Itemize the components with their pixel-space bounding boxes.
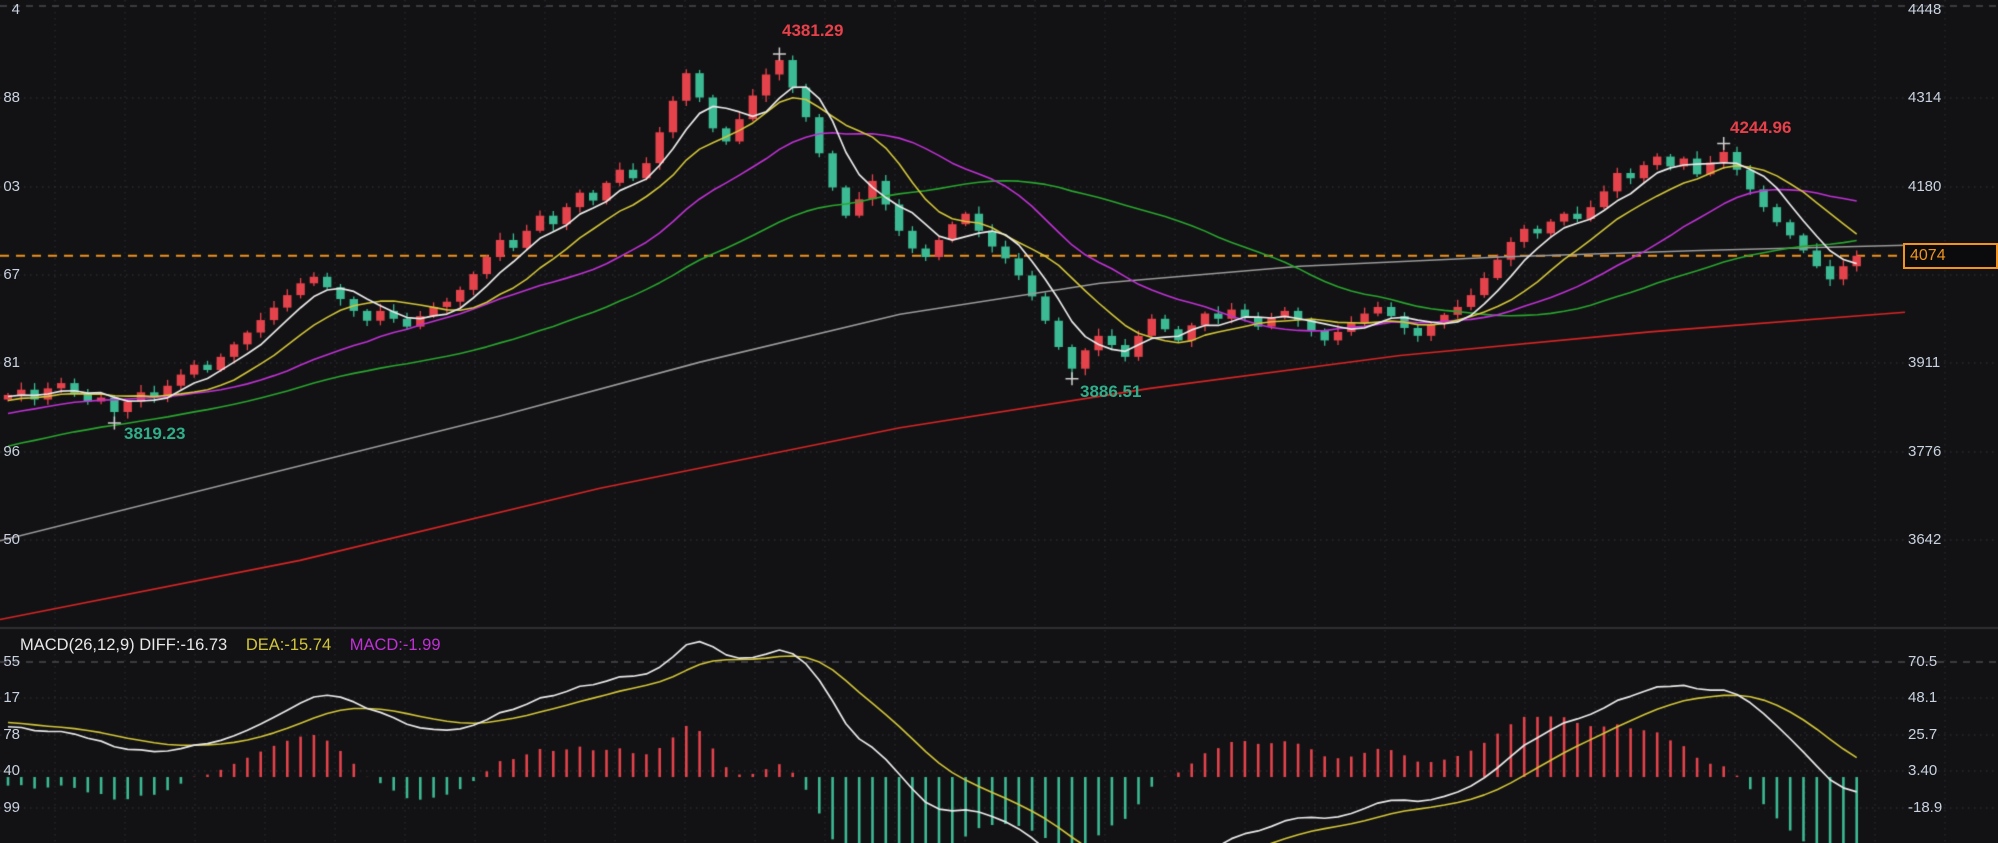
price-axis-label-left: 88: [3, 89, 20, 106]
macd-axis-label-right: -18.9: [1908, 799, 1943, 816]
macd-axis-label-right: 25.7: [1908, 726, 1938, 743]
price-axis-label-left: 4: [11, 1, 20, 18]
macd-axis-label-right: 3.40: [1908, 762, 1938, 779]
current-price-tag: 4074: [1903, 243, 1998, 269]
macd-axis-label-left: 17: [3, 689, 20, 706]
price-axis-label-right: 3642: [1908, 531, 1942, 548]
macd-axis-label-left: 40: [3, 762, 20, 779]
macd-dea-label: DEA:-15.74: [245, 636, 332, 654]
price-annotation-high-4244: 4244.96: [1730, 118, 1792, 137]
macd-axis-label-left: 55: [3, 653, 20, 670]
macd-axis-label-right: 48.1: [1908, 689, 1938, 706]
price-annotation-low-3886: 3886.51: [1080, 382, 1142, 401]
macd-formula-diff-label: MACD(26,12,9) DIFF:-16.73: [20, 636, 228, 654]
price-axis-label-right: 4314: [1908, 89, 1942, 106]
macd-axis-label-right: 70.5: [1908, 653, 1938, 670]
current-price-value: 4074: [1910, 247, 1946, 264]
macd-axis-label-left: 99: [3, 799, 20, 816]
macd-value-label: MACD:-1.99: [349, 636, 441, 654]
price-axis-label-left: 81: [3, 354, 20, 371]
price-axis-label-right: 3911: [1908, 354, 1941, 371]
price-annotation-low-3819: 3819.23: [124, 424, 186, 443]
price-axis-label-left: 03: [3, 178, 20, 195]
price-axis-label-left: 67: [3, 266, 20, 283]
price-axis-label-left: 50: [3, 531, 20, 548]
macd-indicator-header: MACD(26,12,9) DIFF:-16.73 DEA:-15.74 MAC…: [20, 636, 455, 655]
price-axis-label-left: 96: [3, 443, 20, 460]
price-annotation-high-4381: 4381.29: [782, 21, 844, 40]
price-axis-label-right: 3776: [1908, 443, 1942, 460]
macd-axis-label-left: 78: [3, 726, 20, 743]
price-axis-label-right: 4448: [1908, 1, 1942, 18]
price-axis-label-right: 4180: [1908, 178, 1942, 195]
